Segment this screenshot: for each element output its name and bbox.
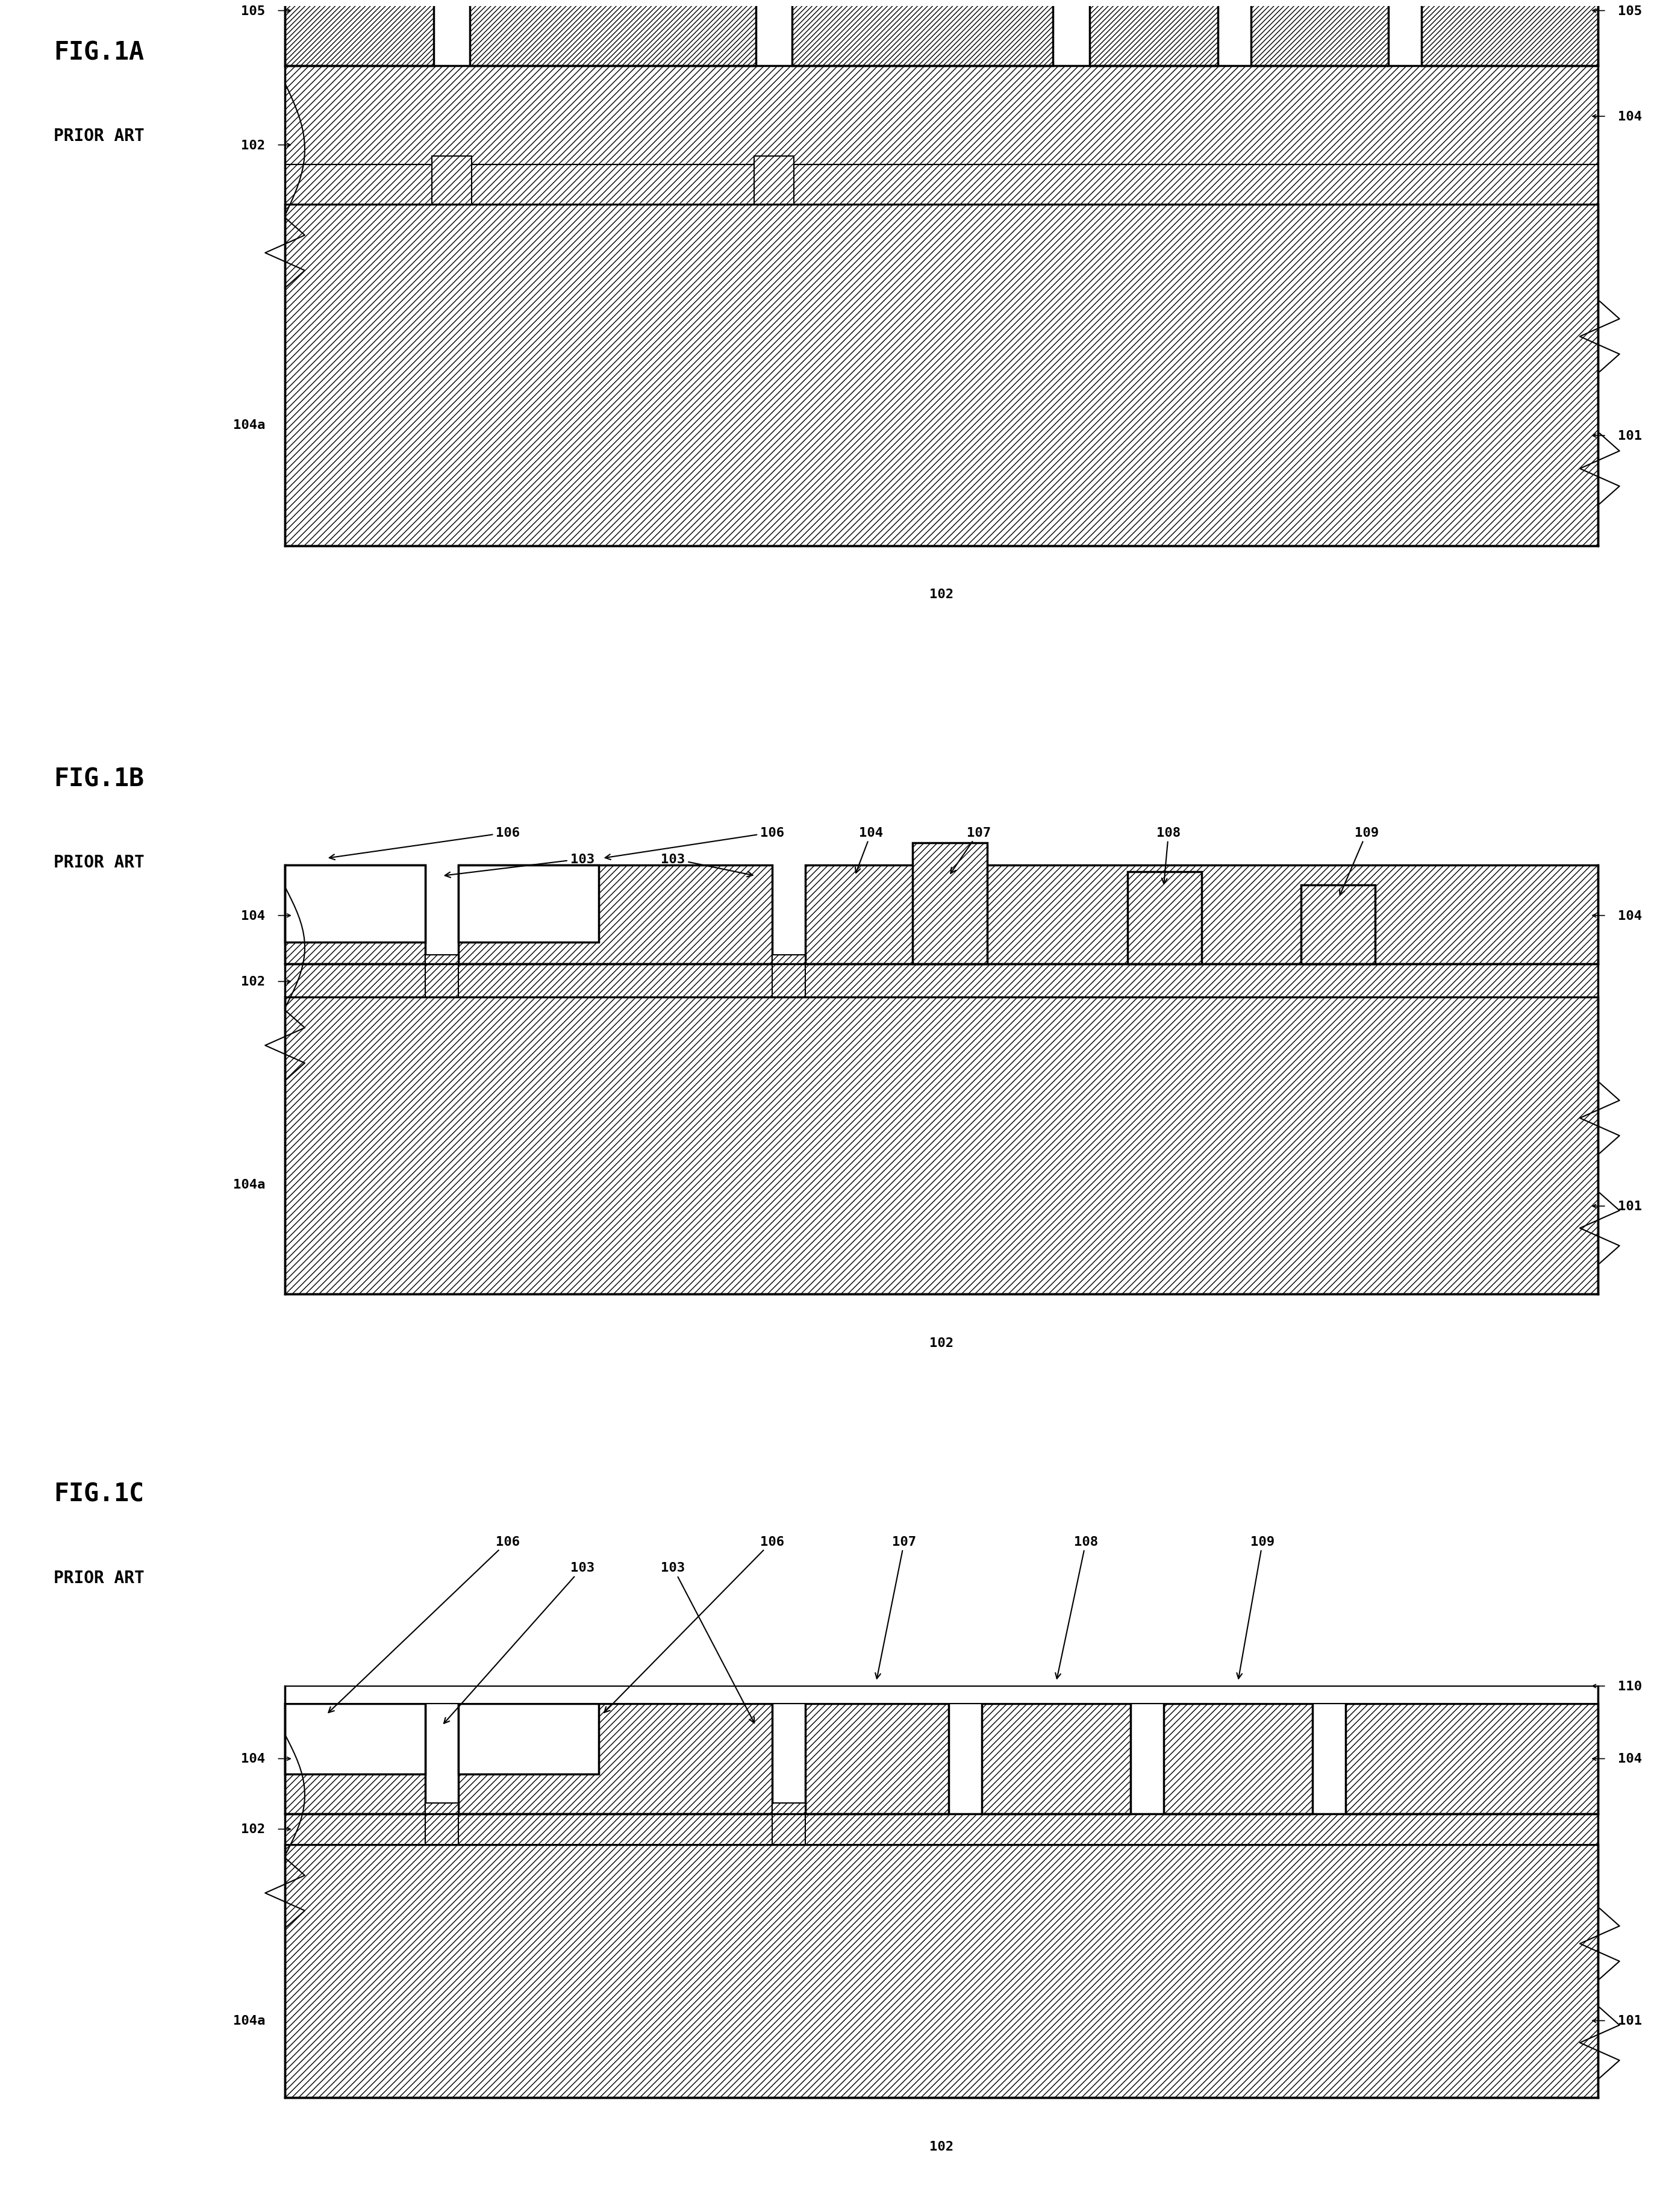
Text: 102: 102 (241, 975, 266, 989)
Bar (792, 0, 1052, 66)
Bar (1301, 885, 1374, 964)
Bar (286, 865, 425, 964)
Text: 109: 109 (1340, 827, 1379, 896)
Bar (286, 865, 425, 942)
Text: 104: 104 (1618, 909, 1642, 922)
Text: 104a: 104a (232, 1179, 266, 1190)
Bar (805, 865, 1599, 964)
Bar (1089, 0, 1218, 66)
Bar (425, 956, 458, 998)
Text: 101: 101 (1618, 2015, 1642, 2026)
Bar (1345, 1703, 1599, 1814)
Text: 104: 104 (241, 909, 266, 922)
Text: 106: 106 (329, 1535, 520, 1712)
Bar (470, 0, 755, 66)
Text: 110: 110 (1618, 1681, 1642, 1692)
Text: 104: 104 (1618, 111, 1642, 124)
Text: 103: 103 (661, 854, 752, 878)
Text: 103: 103 (443, 1562, 594, 1723)
Text: 102: 102 (241, 1823, 266, 1836)
Bar (286, 166, 1599, 206)
Text: 101: 101 (1618, 1201, 1642, 1212)
Text: 106: 106 (604, 1535, 784, 1712)
Text: 105: 105 (241, 4, 266, 18)
Bar (458, 1703, 599, 1774)
Text: 104: 104 (855, 827, 883, 874)
Text: 106: 106 (329, 827, 520, 860)
Bar (983, 1703, 1130, 1814)
Bar (286, 66, 1599, 166)
Text: 108: 108 (1157, 827, 1180, 885)
Text: PRIOR ART: PRIOR ART (53, 128, 144, 144)
Bar (286, 1703, 425, 1774)
Text: 103: 103 (445, 854, 594, 878)
Bar (286, 206, 1599, 546)
Text: 107: 107 (951, 827, 991, 874)
Bar (1127, 872, 1202, 964)
Text: 108: 108 (1056, 1535, 1097, 1679)
Bar (772, 956, 805, 998)
Text: 102: 102 (930, 588, 953, 599)
Bar (432, 157, 471, 206)
Bar (754, 157, 793, 206)
Bar (458, 865, 772, 964)
Text: 105: 105 (1618, 4, 1642, 18)
Bar (425, 1803, 458, 1845)
Text: FIG.1A: FIG.1A (53, 40, 144, 64)
Text: 102: 102 (930, 1336, 953, 1349)
Text: PRIOR ART: PRIOR ART (53, 854, 144, 872)
Text: 104: 104 (241, 1752, 266, 1765)
Text: 106: 106 (606, 827, 784, 860)
Bar (286, 998, 1599, 1294)
Text: PRIOR ART: PRIOR ART (53, 1571, 144, 1586)
Bar (286, 1703, 425, 1814)
Text: 102: 102 (930, 2141, 953, 2152)
Bar (286, 0, 433, 66)
Bar (458, 1703, 772, 1814)
Bar (772, 1803, 805, 1845)
Text: 104a: 104a (232, 418, 266, 431)
Bar (286, 964, 1599, 998)
Text: 103: 103 (661, 1562, 754, 1723)
Text: FIG.1B: FIG.1B (53, 765, 144, 792)
Bar (286, 1845, 1599, 2097)
Text: 104a: 104a (232, 2015, 266, 2026)
Bar (286, 1686, 1599, 1703)
Text: 104: 104 (1618, 1752, 1642, 1765)
Bar (913, 843, 988, 964)
Bar (1252, 0, 1388, 66)
Text: 107: 107 (875, 1535, 916, 1679)
Text: 101: 101 (1618, 429, 1642, 442)
Bar (805, 1703, 950, 1814)
Bar (1164, 1703, 1313, 1814)
Text: 102: 102 (241, 139, 266, 150)
Bar (458, 865, 599, 942)
Bar (286, 1814, 1599, 1845)
Text: FIG.1C: FIG.1C (53, 1482, 144, 1506)
Bar (1421, 0, 1599, 66)
Text: 109: 109 (1237, 1535, 1275, 1679)
